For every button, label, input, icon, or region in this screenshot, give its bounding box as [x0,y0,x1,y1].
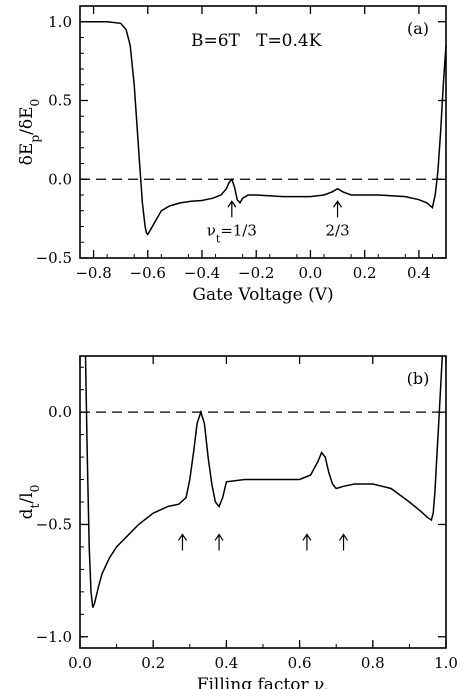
y-tick-label: −0.5 [36,249,72,267]
annotation-arrow [333,200,343,218]
annotation-label: 2/3 [325,221,349,239]
panel-b-ticks [79,356,447,648]
annotation-arrow [227,200,237,218]
panel-b-curve [84,355,444,608]
panel-a-frame [79,5,447,259]
arrow-marker [177,533,187,551]
panel-b-x-tick-labels: 0.0 0.2 0.4 0.6 0.8 1.0 [68,654,458,672]
x-tick-label: 0.0 [68,654,92,672]
x-tick-label: 0.4 [214,654,238,672]
panel-b-arrows [177,533,349,551]
arrow-marker [214,533,224,551]
panel-b: 0.0 0.2 0.4 0.6 0.8 1.0 −1.0 −0.5 0.0 Filling f… [17,355,458,689]
x-tick-label: 1.0 [434,654,458,672]
x-tick-label: 0.2 [353,264,377,282]
y-tick-label: −0.5 [36,515,72,533]
panel-a-condition-text: B=6T T=0.4K [191,31,322,51]
arrow-marker [339,533,349,551]
x-tick-label: 0.0 [299,264,323,282]
panel-a-annotations: νt=1/3 2/3 [207,200,350,245]
x-tick-label: 0.8 [361,654,385,672]
panel-a-y-axis-label: δEp/δE0 [17,99,42,166]
x-tick-label: 0.6 [288,654,312,672]
x-tick-label: −0.4 [184,264,220,282]
arrow-marker [302,533,312,551]
annotation-label: νt=1/3 [207,221,257,245]
panel-a-y-tick-labels: −0.5 0.0 0.5 1.0 [36,13,72,267]
panel-a-x-tick-labels: −0.8 −0.6 −0.4 −0.2 0.0 0.2 0.4 [75,264,430,282]
y-tick-label: 0.0 [48,403,72,421]
x-tick-label: −0.8 [75,264,111,282]
y-tick-label: 1.0 [48,13,72,31]
panel-b-frame [79,355,447,649]
y-tick-label: −1.0 [36,628,72,646]
x-tick-label: −0.6 [130,264,166,282]
x-tick-label: −0.2 [238,264,274,282]
panel-a-curve [80,21,447,236]
x-tick-label: 0.2 [141,654,165,672]
y-tick-label: 0.5 [48,92,72,110]
panel-b-x-axis-label: Filling factor νt [197,675,330,689]
panel-a: −0.8 −0.6 −0.4 −0.2 0.0 0.2 0.4 −0.50.00.51.0 … [17,5,447,305]
panel-b-y-tick-labels: −1.0 −0.5 0.0 [36,403,72,646]
y-tick-label: 0.0 [48,170,72,188]
panel-b-tag: (b) [407,369,430,388]
x-tick-label: 0.4 [407,264,431,282]
panel-b-y-axis-label: dt/l0 [17,485,42,520]
panel-a-tag: (a) [407,19,429,38]
panel-a-x-axis-label: Gate Voltage (V) [192,285,333,305]
